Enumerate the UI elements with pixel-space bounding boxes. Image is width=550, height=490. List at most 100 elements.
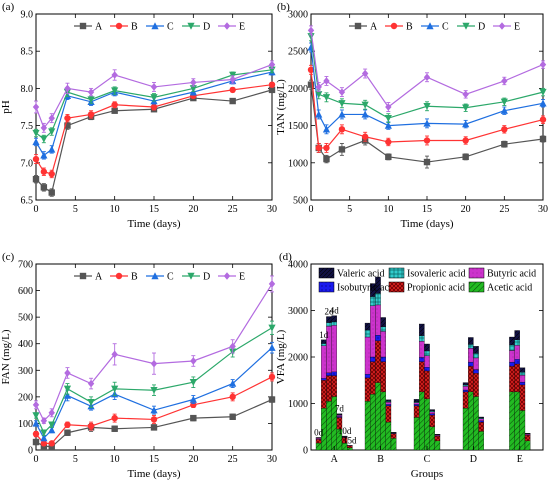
data-point [462,120,470,128]
y-tick-label: 1500 [288,121,308,132]
data-point [32,401,40,409]
data-point [150,359,158,368]
bar-segment-valeric-acid [424,343,430,352]
legend-label: E [239,272,245,283]
bar-segment-acetic-acid [434,440,441,451]
data-point [190,78,197,87]
y-tick-label: 200 [18,392,33,403]
series-line [35,347,273,440]
y-axis-label: FAN (mg/L) [0,329,12,384]
x-tick-label: 20 [188,204,198,215]
series-B [32,372,276,447]
stacked-bar [473,346,479,451]
stacked-bar [375,276,381,451]
y-tick-label: 500 [18,313,33,324]
x-tick-label: 0 [34,204,39,215]
data-point [229,413,236,420]
data-point [189,85,197,93]
data-point [361,69,369,78]
y-tick-label: 500 [293,196,308,207]
bar-segment-acetic-acid [424,398,430,451]
data-point [32,412,40,420]
data-point [150,424,158,431]
data-point [500,98,508,106]
x-tick-label: 10 [110,454,120,465]
data-point [268,60,276,69]
bar-segment-valeric-acid [419,323,425,336]
stacked-bar [380,317,386,451]
bar-segment-isovaleric-acid [424,350,430,356]
data-point [40,429,48,437]
data-point [111,107,118,114]
x-tick-label: 5 [73,204,78,215]
bar-segment-valeric-acid [321,339,327,344]
bar-segment-propionic-acid [315,439,322,444]
data-point [268,324,276,332]
data-point [229,86,236,94]
bar-segment-acetic-acid [462,407,469,451]
series-line [35,84,273,175]
bar-segment-isobutyric-acid [478,420,484,423]
data-point [189,379,197,387]
data-point [322,94,331,102]
y-tick-label: 4000 [288,260,308,271]
data-point [268,343,276,351]
legend-label: Valeric acid [337,269,384,280]
series-line [310,30,544,108]
legend-marker [151,272,159,280]
stacked-bar [364,322,371,451]
bar-segment-propionic-acid [509,366,515,393]
bar-segment-isobutyric-acid [419,357,425,362]
data-point [87,96,95,104]
data-point [64,84,71,93]
bar-segment-acetic-acid [419,391,425,451]
legend: A B C D E [74,272,245,283]
legend-marker [115,272,123,280]
legend-label: C [167,22,174,33]
y-axis-label: TAN (mg/L) [275,79,287,135]
bar-group-B [364,276,397,451]
legend-label: A [95,272,103,283]
bar-group-C [413,323,441,451]
legend-marker [187,22,195,30]
x-tick-label: 10 [383,204,393,215]
data-point [150,83,158,91]
data-point [307,66,315,74]
bar-segment-isovaleric-acid [364,329,371,338]
series-E [307,25,547,112]
bar-segment-butyric-acid [380,331,386,358]
bar-segment-isobutyric-acid [429,413,435,416]
data-point [40,184,48,191]
day-label: 1d [319,330,329,340]
bar-segment-acetic-acid [429,426,435,451]
legend-label: B [131,22,138,33]
stacked-bar [419,323,425,451]
bar-segment-acetic-acid [364,401,371,451]
y-tick-label: 6.5 [21,196,34,207]
stacked-bar [509,336,515,451]
legend-swatch [468,267,485,279]
legend-label: E [239,22,245,33]
data-point [539,88,547,96]
bar-segment-isobutyric-acid [413,404,420,406]
legend-label: D [203,272,210,283]
data-point [384,114,392,122]
data-point [87,88,95,96]
legend-label: C [167,272,174,283]
data-point [229,97,236,105]
data-point [501,141,508,148]
data-point [40,168,48,175]
data-point [111,414,118,422]
legend-marker [151,22,159,30]
data-point [539,60,547,69]
x-tick-label: 30 [538,204,548,215]
legend-label: B [131,272,138,283]
bar-segment-valeric-acid [326,316,332,323]
bar-segment-propionic-acid [419,361,425,393]
data-point [500,106,508,114]
legend-label: Propionic acid [407,283,465,294]
legend-marker [390,22,398,30]
legend: Valeric acid Isovaleric acid Butyric acid I… [318,267,536,294]
data-point [385,153,392,161]
